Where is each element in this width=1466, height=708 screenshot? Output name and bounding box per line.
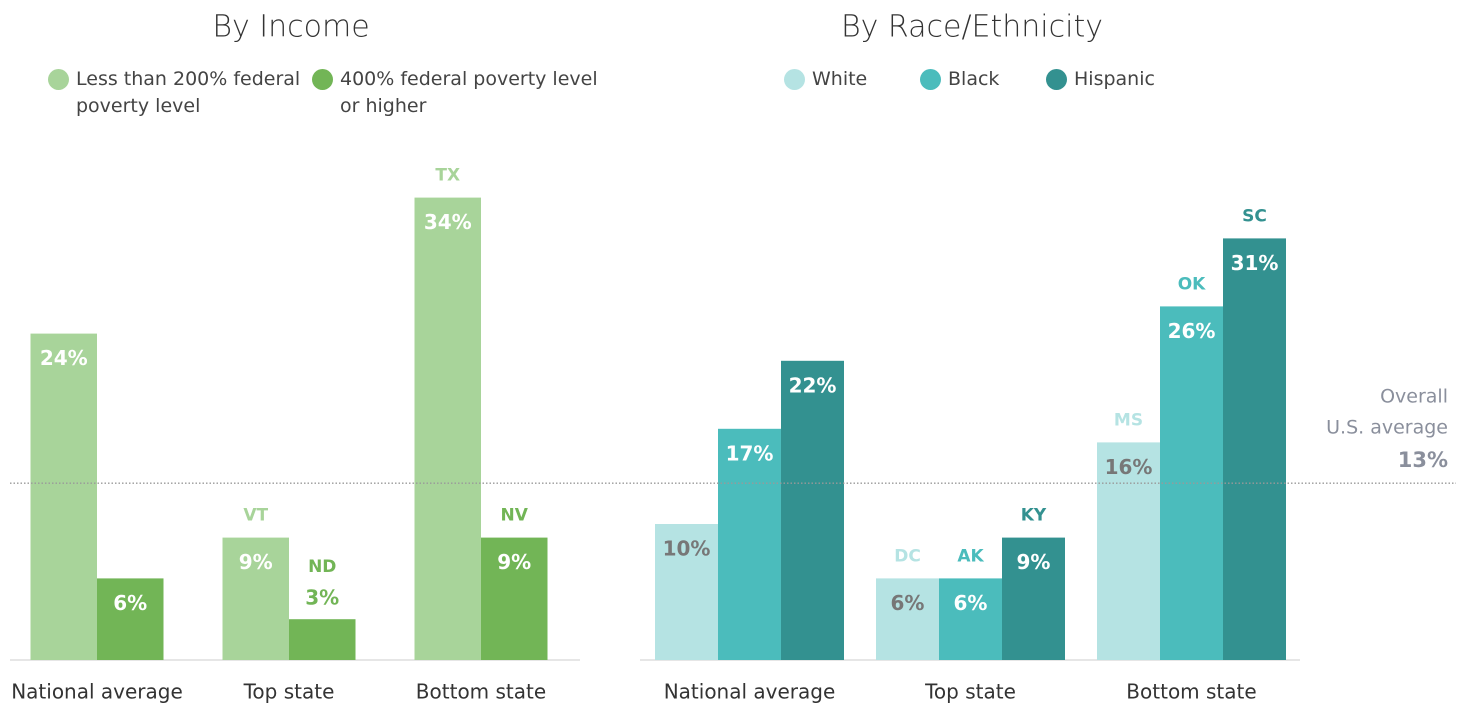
legend-item: Hispanic [1046, 66, 1155, 93]
x-tick-label: National average [11, 680, 183, 704]
legend-swatch [784, 69, 805, 90]
reference-value: 13% [1398, 448, 1448, 472]
chart-title: By Income [212, 10, 369, 45]
value-label: 34% [424, 210, 472, 234]
bar [1097, 442, 1160, 660]
bar [414, 197, 481, 660]
x-tick-label: Bottom state [416, 680, 546, 704]
state-label: SC [1242, 206, 1267, 226]
bar [781, 360, 844, 660]
value-label: 17% [726, 441, 774, 465]
bar [1160, 306, 1223, 660]
bar [222, 537, 289, 660]
value-label: 6% [954, 591, 988, 615]
value-label: 6% [113, 591, 147, 615]
value-label: 3% [305, 586, 339, 610]
value-label: 26% [1168, 319, 1216, 343]
state-label: OK [1178, 274, 1206, 294]
bar [1223, 238, 1286, 660]
value-label: 24% [40, 346, 88, 370]
value-label: 9% [497, 550, 531, 574]
value-label: 10% [663, 537, 711, 561]
x-tick-label: Top state [924, 680, 1016, 704]
legend-label: Hispanic [1074, 68, 1155, 90]
bar [876, 578, 939, 660]
value-label: 16% [1105, 455, 1153, 479]
legend-swatch [920, 69, 941, 90]
state-label: ND [308, 557, 336, 577]
x-tick-label: Top state [243, 680, 335, 704]
legend-item: Black [920, 66, 999, 93]
state-label: KY [1021, 506, 1047, 526]
legend-item: 400% federal poverty level or higher [312, 66, 600, 120]
value-label: 9% [239, 550, 273, 574]
legend-swatch [312, 69, 333, 90]
legend-label: White [812, 68, 868, 90]
x-tick-label: National average [664, 680, 836, 704]
legend-swatch [1046, 69, 1067, 90]
reference-label: Overall [1380, 386, 1448, 408]
state-label: DC [894, 546, 921, 566]
bar [97, 578, 164, 660]
value-label: 22% [789, 373, 837, 397]
bar [481, 537, 548, 660]
bar [718, 428, 781, 660]
value-label: 6% [891, 591, 925, 615]
value-label: 31% [1231, 251, 1279, 275]
legend-label: Black [948, 68, 1000, 90]
state-label: TX [435, 166, 460, 186]
state-label: VT [243, 506, 268, 526]
bar [30, 333, 97, 660]
legend-label: Less than 200% federal poverty level [76, 68, 301, 117]
legend-item: White [784, 66, 867, 93]
legend-swatch [48, 69, 69, 90]
value-label: 9% [1017, 550, 1051, 574]
bar [655, 524, 718, 660]
legend-label: 400% federal poverty level or higher [340, 68, 598, 117]
state-label: NV [501, 506, 529, 526]
bar [1002, 537, 1065, 660]
state-label: MS [1114, 410, 1143, 430]
chart-title: By Race/Ethnicity [841, 10, 1103, 45]
reference-label: U.S. average [1326, 417, 1448, 439]
bar [939, 578, 1002, 660]
state-label: AK [957, 546, 984, 566]
bar [289, 619, 356, 660]
x-tick-label: Bottom state [1126, 680, 1256, 704]
legend-item: Less than 200% federal poverty level [48, 66, 306, 120]
